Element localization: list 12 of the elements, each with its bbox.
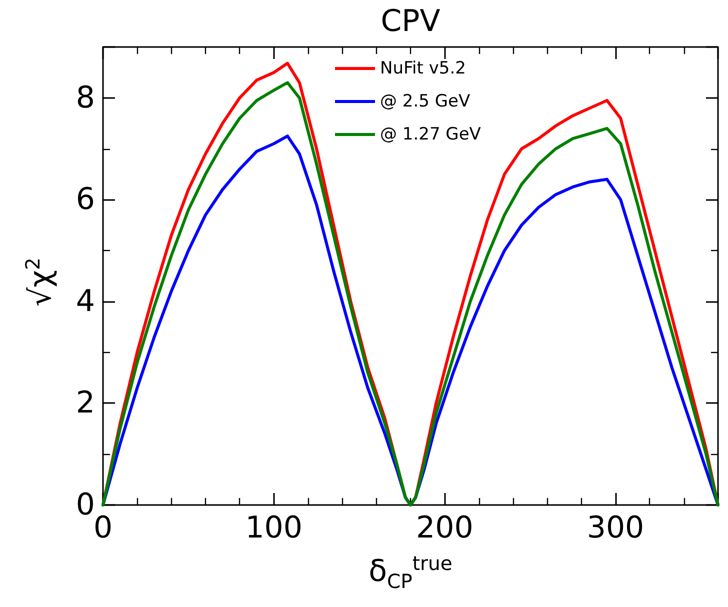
legend-label: @ 1.27 GeV [380, 124, 482, 144]
x-tick-label: 300 [586, 510, 644, 546]
x-tick-label: 200 [416, 510, 474, 546]
y-tick-label: 0 [76, 488, 95, 522]
y-tick-label: 6 [76, 182, 95, 218]
y-tick-label: 8 [76, 80, 95, 116]
chart-title: CPV [380, 4, 442, 39]
legend-label: @ 2.5 GeV [380, 92, 470, 112]
y-tick-label: 4 [76, 284, 95, 319]
y-tick-label: 2 [76, 386, 95, 421]
legend-label: NuFit v5.2 [380, 58, 466, 78]
x-tick-label: 100 [245, 510, 302, 546]
